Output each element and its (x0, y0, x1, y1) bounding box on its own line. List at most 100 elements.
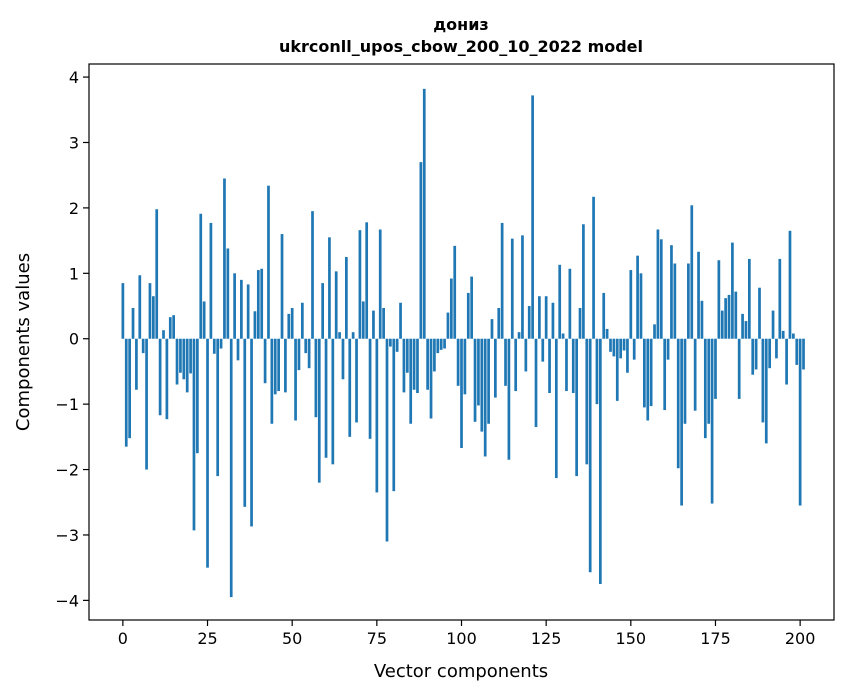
bar (463, 338, 467, 395)
bar (138, 275, 142, 339)
bar (300, 302, 304, 339)
y-tick-label: 4 (69, 68, 79, 87)
bar (372, 310, 375, 339)
bar (477, 338, 480, 406)
bar (741, 313, 744, 339)
bar (426, 338, 429, 390)
x-tick-label: 100 (446, 629, 477, 648)
bar (348, 338, 352, 437)
bar (196, 338, 199, 454)
y-axis: −4 −3 −2 −1 0 1 2 3 4 (55, 68, 89, 610)
bar (731, 242, 734, 339)
bar (578, 307, 582, 339)
bar (504, 338, 507, 386)
bar (267, 185, 270, 339)
bar (595, 338, 599, 405)
bar (510, 238, 514, 339)
bar (626, 338, 629, 373)
bar (659, 239, 663, 339)
y-tick-label: −4 (55, 591, 79, 610)
bar (280, 234, 284, 339)
bar (802, 338, 805, 370)
bar (328, 237, 331, 339)
bar (199, 213, 203, 339)
bar (338, 332, 341, 339)
bar (670, 245, 673, 339)
bar (453, 245, 457, 339)
x-tick-label: 175 (700, 629, 731, 648)
bar (500, 222, 504, 339)
bar (189, 338, 192, 374)
bar (277, 338, 280, 392)
bar (494, 338, 497, 398)
y-tick-label: −3 (55, 526, 79, 545)
bar (449, 278, 453, 339)
bar (121, 283, 125, 339)
bar (615, 338, 619, 401)
bar (636, 255, 639, 339)
bar (162, 330, 165, 339)
x-axis-label: Vector components (374, 661, 548, 682)
bar (778, 258, 782, 339)
bar (571, 338, 575, 394)
bar (321, 283, 325, 339)
bar (714, 338, 717, 399)
bar (355, 338, 358, 423)
bar (612, 338, 616, 357)
bar (622, 338, 626, 351)
bar (439, 338, 443, 350)
bar (565, 338, 568, 392)
x-tick-label: 50 (282, 629, 302, 648)
bar (155, 209, 159, 339)
bar (460, 338, 463, 448)
bar (412, 338, 416, 390)
bar (588, 338, 592, 573)
bar (307, 338, 311, 369)
bar (135, 338, 138, 390)
bar (653, 324, 656, 339)
bar (358, 230, 362, 339)
bar (253, 311, 257, 339)
bar (551, 302, 555, 339)
bar (260, 268, 264, 339)
y-tick-label: 3 (69, 133, 79, 152)
x-tick-label: 150 (616, 629, 647, 648)
bar (487, 338, 490, 424)
bar (314, 338, 318, 418)
bar (131, 307, 135, 339)
bar (368, 338, 372, 439)
bar (656, 229, 660, 339)
bar (317, 338, 321, 483)
bar (643, 338, 646, 408)
bar (433, 338, 436, 372)
y-tick-label: −2 (55, 461, 79, 480)
x-tick-label: 0 (118, 629, 128, 648)
bar (311, 211, 314, 339)
bar (212, 338, 216, 354)
bar (663, 338, 667, 411)
bar (541, 338, 545, 362)
bar (351, 332, 355, 339)
bar (490, 319, 494, 339)
bar (429, 338, 433, 419)
bar (680, 338, 683, 506)
bar (192, 338, 196, 531)
bar (521, 235, 524, 339)
bar (687, 263, 690, 339)
bar (250, 338, 253, 527)
bar (331, 338, 335, 465)
bar (764, 338, 768, 444)
bar (240, 279, 243, 339)
bar (236, 338, 240, 361)
bar (246, 284, 250, 339)
x-tick-label: 75 (367, 629, 387, 648)
bar (168, 317, 172, 339)
bar (561, 333, 565, 339)
chart-subtitle: ukrconll_upos_cbow_200_10_2022 model (279, 37, 643, 56)
bar (497, 307, 501, 339)
bar (389, 338, 392, 347)
bar (795, 338, 799, 365)
bar (524, 338, 528, 372)
bar (151, 296, 155, 339)
